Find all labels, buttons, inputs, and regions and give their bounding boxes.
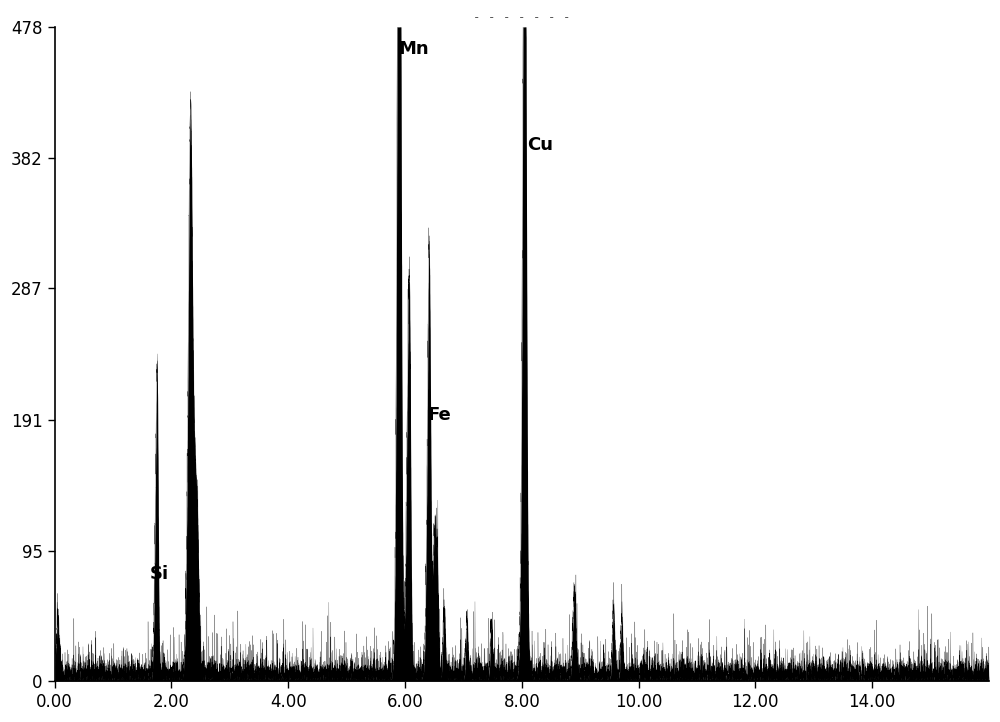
- Text: Si: Si: [149, 565, 168, 583]
- Text: Cu: Cu: [528, 136, 554, 155]
- Text: Fe: Fe: [427, 406, 451, 424]
- Text: - - - - - - -: - - - - - - -: [473, 11, 571, 24]
- Text: Mn: Mn: [398, 40, 429, 58]
